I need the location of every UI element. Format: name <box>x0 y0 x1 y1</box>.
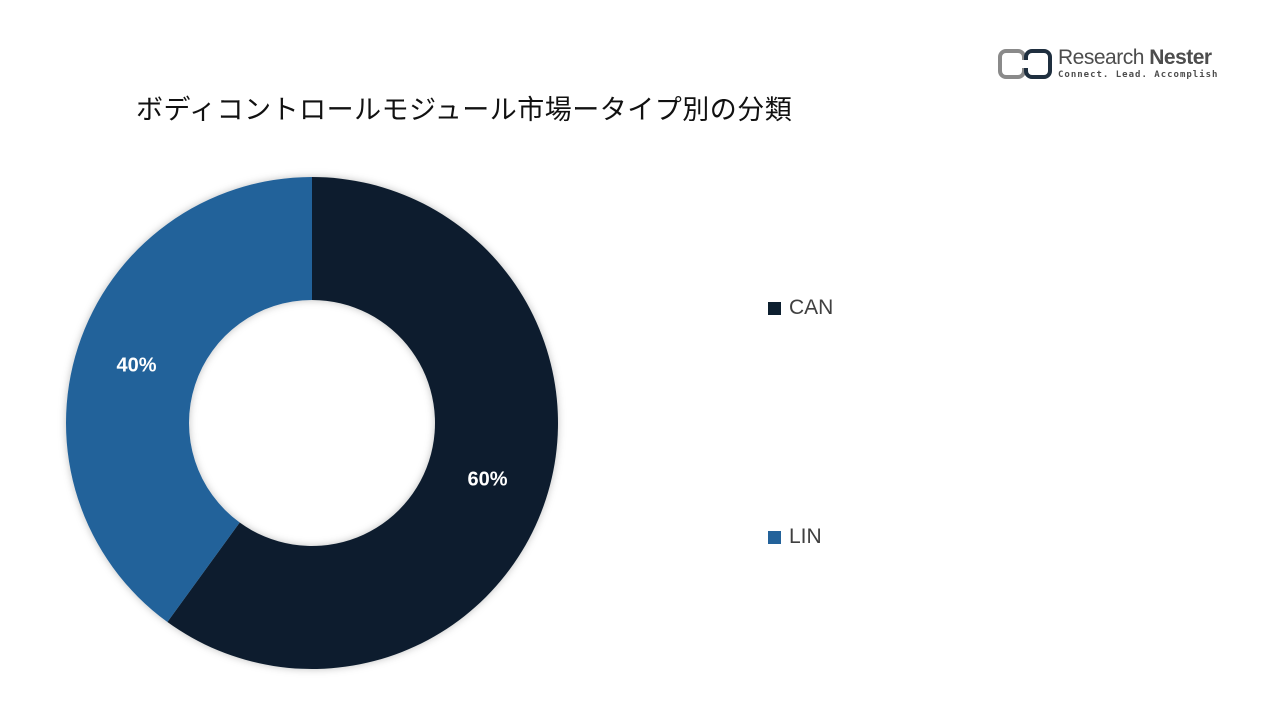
legend-label-can: CAN <box>789 296 834 319</box>
company-logo: Research Nester Connect. Lead. Accomplis… <box>998 46 1218 86</box>
data-label-lin: 40% <box>117 354 157 376</box>
legend-item-can: CAN <box>768 296 833 320</box>
logo-name-part1: Research <box>1058 46 1144 69</box>
donut-slices <box>66 177 559 669</box>
logo-name-part2: Nester <box>1149 46 1212 69</box>
logo-mark-icon <box>998 49 1052 79</box>
legend-label-lin: LIN <box>789 525 822 548</box>
logo-name: Research Nester <box>1058 46 1212 70</box>
donut-slice-labels: 60% 40% <box>117 354 508 490</box>
donut-slice-lin <box>66 177 312 623</box>
legend-item-lin: LIN <box>768 525 822 549</box>
legend-swatch-can <box>768 301 781 315</box>
chart-title: ボディコントロールモジュール市場ータイプ別の分類 <box>136 95 793 126</box>
legend-swatch-lin <box>768 530 781 544</box>
data-label-can: 60% <box>467 468 507 490</box>
logo-tagline: Connect. Lead. Accomplish <box>1058 70 1219 80</box>
donut-slice-can <box>167 177 559 669</box>
